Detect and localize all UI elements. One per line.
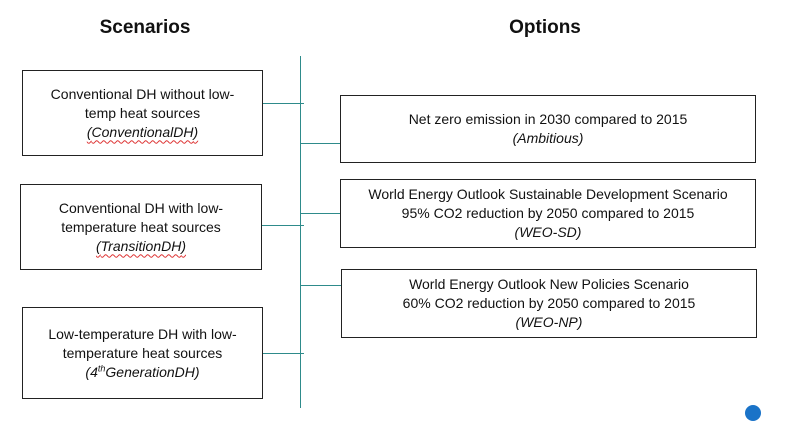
scenario-code: (TransitionDH)	[96, 237, 186, 254]
scenario-line: temperature heat sources	[62, 344, 223, 361]
connector-scenario-2	[262, 225, 304, 226]
connector-option-2	[300, 213, 341, 214]
option-line: World Energy Outlook New Policies Scenar…	[409, 276, 689, 292]
scenario-line: Conventional DH without low-	[50, 85, 235, 102]
scenario-line: Conventional DH with low-	[58, 199, 224, 216]
scenario-box-conventional-dh: Conventional DH without low- temp heat s…	[22, 70, 263, 156]
option-code: (WEO-NP)	[515, 314, 583, 330]
scenario-box-transition-dh: Conventional DH with low- temperature he…	[20, 184, 262, 270]
vertical-connector-line	[300, 56, 301, 408]
scenarios-heading: Scenarios	[99, 17, 191, 38]
option-box-weo-sd: World Energy Outlook Sustainable Develop…	[340, 179, 756, 248]
option-line: 60% CO2 reduction by 2050 compared to 20…	[402, 295, 696, 311]
connector-scenario-3	[263, 353, 304, 354]
option-box-ambitious: Net zero emission in 2030 compared to 20…	[340, 95, 756, 163]
connector-option-1	[300, 143, 341, 144]
connector-option-3	[300, 285, 342, 286]
option-box-weo-np: World Energy Outlook New Policies Scenar…	[341, 269, 757, 338]
scenario-line: temp heat sources	[84, 104, 201, 121]
option-line: World Energy Outlook Sustainable Develop…	[368, 186, 728, 202]
scenario-code: (ConventionalDH)	[86, 123, 199, 140]
corner-circle-icon	[745, 405, 761, 421]
scenario-code: (4thGenerationDH)	[85, 362, 200, 380]
scenario-line: Low-temperature DH with low-	[48, 325, 237, 342]
option-code: (WEO-SD)	[514, 224, 582, 240]
options-heading: Options	[509, 17, 581, 38]
option-line: 95% CO2 reduction by 2050 compared to 20…	[401, 205, 695, 221]
scenario-line: temperature heat sources	[61, 218, 221, 235]
option-line: Net zero emission in 2030 compared to 20…	[408, 111, 688, 127]
option-code: (Ambitious)	[512, 130, 584, 146]
connector-scenario-1	[263, 103, 304, 104]
scenario-box-4th-generation-dh: Low-temperature DH with low- temperature…	[22, 307, 263, 399]
